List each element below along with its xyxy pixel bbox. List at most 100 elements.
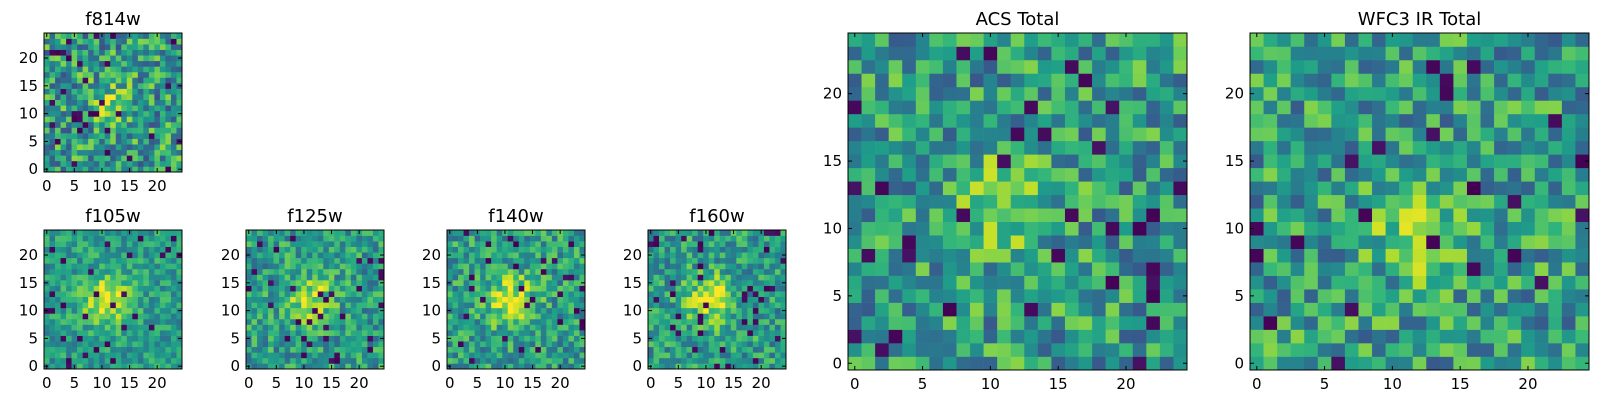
heatmap-cell [653, 296, 660, 303]
heatmap-cell [659, 296, 665, 303]
heatmap-cell [1466, 33, 1481, 47]
heatmap-cell [104, 94, 111, 101]
heatmap-cell [719, 330, 726, 336]
heatmap-cell [93, 330, 100, 336]
heatmap-cell [60, 83, 67, 89]
heatmap-cell [1290, 181, 1305, 196]
heatmap-cell [176, 263, 183, 270]
heatmap-cell [110, 149, 117, 156]
heatmap-cell [741, 257, 748, 264]
heatmap-cell [1159, 235, 1174, 249]
heatmap-cell [546, 302, 553, 309]
heatmap-cell [176, 246, 183, 253]
heatmap-cell [496, 313, 503, 320]
heatmap-cell [148, 110, 155, 117]
heatmap-cell [99, 341, 106, 348]
heatmap-cell [458, 280, 464, 286]
heatmap-cell [1064, 33, 1079, 47]
heatmap-cell [653, 291, 660, 298]
heatmap-cell [747, 235, 754, 242]
heatmap-cell [524, 341, 531, 348]
heatmap-cell [159, 71, 166, 78]
heatmap-cell [93, 33, 100, 39]
heatmap-cell [295, 330, 302, 336]
heatmap-cell [1263, 302, 1278, 317]
heatmap-cell [154, 105, 161, 112]
heatmap-cell [1534, 86, 1549, 101]
heatmap-cell [1051, 181, 1066, 196]
heatmap-cell [1277, 86, 1291, 101]
heatmap-cell [60, 268, 67, 275]
heatmap-cell [1453, 235, 1468, 249]
heatmap-cell [524, 235, 531, 242]
heatmap-cell [568, 274, 575, 281]
heatmap-cell [1494, 356, 1508, 371]
heatmap-cell [126, 77, 133, 84]
heatmap-cell [664, 313, 671, 320]
heatmap-cell [1534, 33, 1549, 47]
heatmap-cell [132, 296, 139, 303]
heatmap-cell [502, 335, 509, 342]
heatmap-cell [648, 241, 654, 247]
heatmap-cell [546, 313, 553, 320]
heatmap-cell [1010, 181, 1025, 196]
heatmap-cell [513, 346, 520, 353]
heatmap-cell [165, 88, 172, 95]
heatmap-cell [66, 144, 72, 151]
heatmap-cell [367, 352, 374, 359]
heatmap-cell [529, 296, 536, 303]
heatmap-cell [55, 60, 61, 67]
heatmap-cell [719, 230, 726, 236]
heatmap-cell [345, 357, 352, 364]
heatmap-cell [378, 257, 385, 264]
heatmap-cell [1159, 73, 1174, 88]
heatmap-cell [758, 335, 765, 342]
heatmap-cell [82, 296, 89, 303]
heatmap-cell [323, 230, 330, 236]
heatmap-cell [82, 324, 89, 331]
heatmap-cell [110, 116, 117, 123]
heatmap-cell [143, 94, 150, 101]
heatmap-cell [1078, 154, 1093, 169]
heatmap-cell [875, 289, 889, 303]
heatmap-cell [1439, 221, 1454, 236]
heatmap-cell [997, 33, 1012, 47]
heatmap-cell [143, 149, 150, 156]
heatmap-cell [372, 230, 379, 236]
heatmap-cell [66, 71, 72, 78]
heatmap-cell [251, 280, 258, 286]
heatmap-cell [104, 285, 111, 292]
heatmap-cell [71, 155, 78, 162]
heatmap-cell [579, 274, 586, 281]
heatmap-cell [121, 330, 128, 336]
heatmap-cell [452, 330, 459, 336]
heatmap-cell [562, 318, 569, 325]
heatmap-cell [1507, 248, 1522, 263]
heatmap-cell [573, 241, 580, 247]
heatmap-cell [132, 127, 139, 134]
heatmap-cell [44, 257, 50, 264]
heatmap-cell [132, 55, 139, 62]
heatmap-cell [1092, 208, 1106, 223]
heatmap-cell [1344, 248, 1359, 263]
heatmap-cell [708, 268, 715, 275]
heatmap-cell [104, 352, 111, 359]
heatmap-cell [334, 313, 341, 320]
heatmap-cell [121, 274, 128, 281]
heatmap-cell [747, 263, 754, 270]
heatmap-cell [132, 268, 139, 275]
heatmap-cell [88, 149, 94, 156]
heatmap-cell [1051, 262, 1066, 276]
heatmap-cell [159, 241, 166, 247]
heatmap-cell [568, 291, 575, 298]
heatmap-cell [1439, 356, 1454, 371]
heatmap-cell [350, 230, 357, 236]
heatmap-cell [719, 285, 726, 292]
heatmap-cell [268, 263, 274, 270]
heatmap-cell [378, 341, 385, 348]
heatmap-cell [747, 274, 754, 281]
heatmap-cell [861, 275, 876, 290]
heatmap-cell [1372, 248, 1386, 263]
heatmap-cell [77, 346, 83, 353]
heatmap-cell [888, 262, 903, 276]
